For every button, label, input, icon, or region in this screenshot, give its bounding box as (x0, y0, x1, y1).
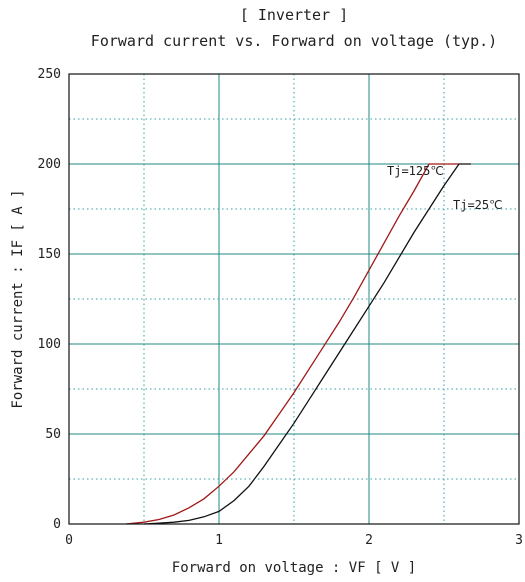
y-tick-label: 150 (38, 247, 61, 262)
series-group (125, 163, 471, 525)
x-tick-label: 1 (215, 533, 223, 548)
series-label-tj125: Tj=125℃ (387, 164, 444, 178)
y-axis-label: Forward current : IF [ A ] (10, 189, 26, 408)
y-tick-label: 50 (45, 427, 61, 442)
y-tick-label: 200 (38, 157, 61, 172)
x-tick-label: 0 (65, 533, 73, 548)
chart-title: [ Inverter ] (240, 6, 348, 24)
y-tick-label: 250 (38, 67, 61, 82)
x-tick-label: 2 (365, 533, 373, 548)
chart-subtitle: Forward current vs. Forward on voltage (… (91, 32, 497, 50)
x-axis-label: Forward on voltage : VF [ V ] (172, 560, 416, 576)
plot-frame (68, 73, 520, 525)
series-labels: Tj=125℃ Tj=25℃ (387, 164, 503, 212)
y-tick-label: 0 (53, 517, 61, 532)
x-tick-label: 3 (515, 533, 523, 548)
series-label-tj25: Tj=25℃ (453, 198, 503, 212)
series-line-tj125 (125, 163, 459, 525)
series-line-tj25 (143, 163, 471, 525)
tick-labels: 0 1 2 3 0 50 100 150 200 250 (38, 67, 523, 548)
grid (69, 74, 519, 524)
y-tick-label: 100 (38, 337, 61, 352)
